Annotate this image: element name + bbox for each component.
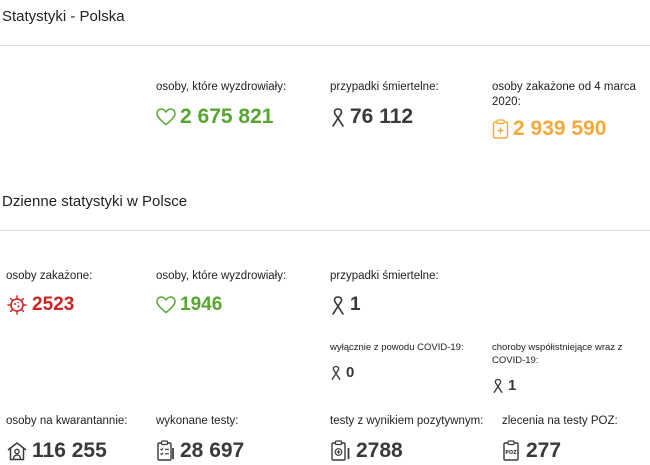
heart-icon [156,108,176,126]
stat-recovered-daily: osoby, które wyzdrowiały: 1946 [156,269,286,316]
stat-label: osoby, które wyzdrowiały: [156,81,287,93]
stat-infected-total: osoby zakażone od 4 marca 2020: 2 939 59… [492,80,642,141]
ribbon-icon [330,365,342,380]
stat-value: 1946 [180,294,223,315]
stat-label: choroby współistniejące wraz z COVID-19: [492,342,623,366]
heart-icon [156,296,176,314]
stat-value: 76 112 [350,105,414,128]
stat-value: 1 [350,294,361,315]
stat-tests: wykonane testy: 28 697 [156,414,244,463]
stat-quarantine: osoby na kwarantannie: 116 255 [6,414,127,463]
stat-label: osoby zakażone: [6,270,93,282]
stat-deaths-comorbid: choroby współistniejące wraz z COVID-19:… [492,341,647,394]
house-person-icon [6,441,28,461]
positive-test-icon [330,440,352,462]
stat-label: osoby, które wyzdrowiały: [156,270,287,282]
ribbon-icon [330,295,346,315]
stat-value: 28 697 [180,439,245,462]
stat-label: wyłącznie z powodu COVID-19: [330,342,464,353]
stat-value: 2 675 821 [180,105,274,128]
stat-label: testy z wynikiem pozytywnym: [330,415,484,427]
stat-recovered-total: osoby, które wyzdrowiały: 2 675 821 [156,80,286,129]
stat-label: zlecenia na testy POZ: [502,415,618,427]
poz-icon-text: POZ [505,450,517,456]
stat-infected-daily: osoby zakażone: 2523 [6,269,92,316]
section-title-daily: Dzienne statystyki w Polsce [2,193,188,210]
stat-label: wykonane testy: [156,415,239,427]
stat-label: przypadki śmiertelne: [330,81,439,93]
stat-value: 0 [346,364,355,381]
stat-deaths-total: przypadki śmiertelne: 76 112 [330,80,439,129]
stat-value: 116 255 [32,439,107,462]
stat-deaths-covid-only: wyłącznie z powodu COVID-19: 0 [330,341,464,381]
stat-value: 2 939 590 [513,117,607,140]
clipboard-icon [492,119,509,139]
section-title-poland: Statystyki - Polska [2,8,125,25]
stat-value: 277 [526,439,562,462]
stat-label: osoby na kwarantannie: [6,415,128,427]
stat-label: przypadki śmiertelne: [330,270,439,282]
ribbon-icon [330,107,346,127]
virus-icon [6,294,28,316]
divider [0,45,650,46]
test-list-icon [156,440,176,462]
ribbon-icon [492,378,504,393]
stat-deaths-daily: przypadki śmiertelne: 1 [330,269,439,316]
stat-positive-tests: testy z wynikiem pozytywnym: 2788 [330,414,483,463]
stat-label: osoby zakażone od 4 marca 2020: [492,81,636,108]
poz-clipboard-icon: POZ [502,440,522,462]
divider [0,230,650,231]
stat-value: 1 [508,377,517,394]
stat-value: 2788 [356,439,403,462]
stat-poz-orders: zlecenia na testy POZ: POZ 277 [502,414,618,463]
stat-value: 2523 [32,294,75,315]
